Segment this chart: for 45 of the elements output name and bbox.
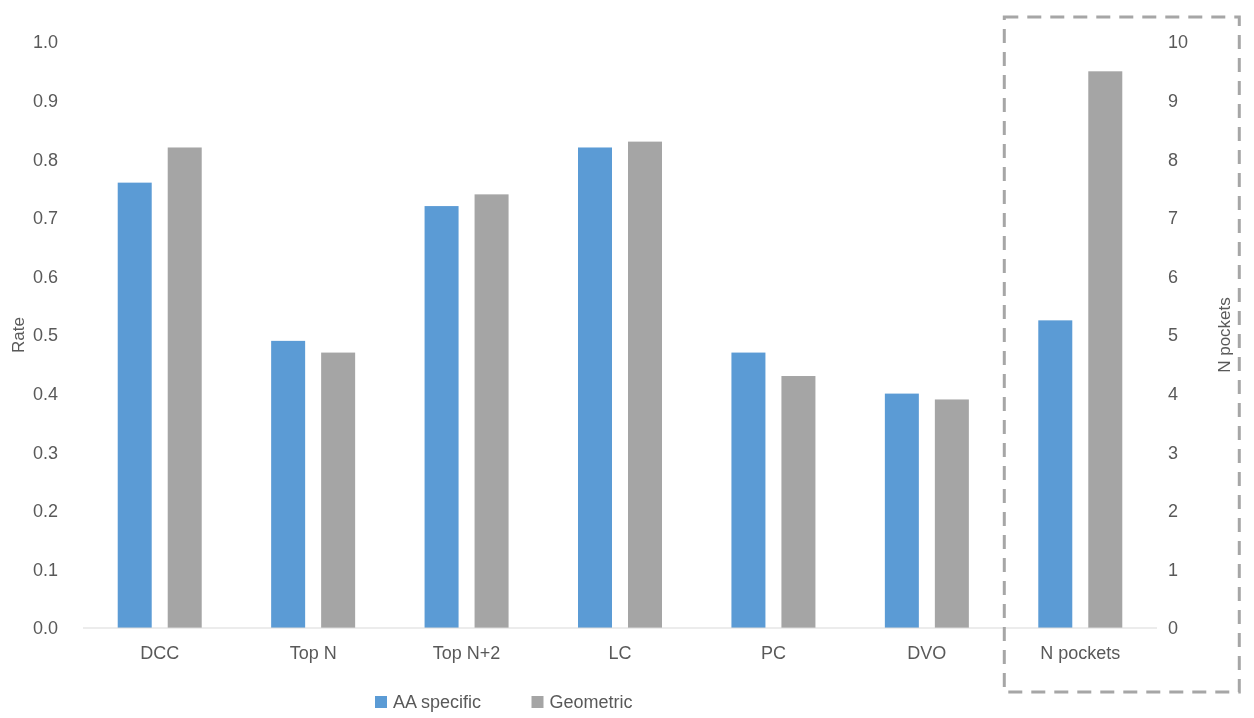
x-tick-label: DVO — [907, 643, 947, 663]
y2-tick-label: 4 — [1168, 383, 1179, 404]
bar — [167, 147, 202, 628]
y2-tick-label: 7 — [1168, 208, 1179, 229]
x-tick-label: Top N — [289, 643, 337, 663]
x-tick-label: N pockets — [1040, 643, 1121, 663]
bar — [781, 376, 816, 628]
y-axis-title: Rate — [9, 317, 28, 353]
y-tick-label: 0.5 — [32, 325, 58, 346]
bar — [271, 340, 306, 628]
y-tick-label: 0.6 — [32, 266, 58, 287]
y-tick-label: 1.0 — [32, 32, 58, 53]
legend-label: Geometric — [549, 692, 633, 712]
y2-tick-label: 5 — [1168, 325, 1179, 346]
y2-tick-label: 8 — [1168, 149, 1179, 170]
y2-tick-label: 0 — [1168, 618, 1179, 639]
y-tick-label: 0.1 — [32, 559, 58, 580]
x-tick-label: LC — [608, 643, 632, 663]
y-tick-label: 0.7 — [32, 208, 58, 229]
y-tick-label: 0.9 — [32, 90, 58, 111]
bar — [474, 194, 509, 628]
y-tick-label: 0.4 — [32, 383, 58, 404]
y-tick-label: 0.3 — [32, 442, 58, 463]
x-tick-label: DCC — [140, 643, 180, 663]
y-tick-label: 0.0 — [32, 618, 58, 639]
y2-tick-label: 6 — [1168, 266, 1179, 287]
bar — [321, 352, 356, 628]
y-tick-label: 0.2 — [32, 501, 58, 522]
y2-tick-label: 9 — [1168, 90, 1179, 111]
y2-tick-label: 3 — [1168, 442, 1179, 463]
bar — [628, 141, 662, 628]
bar — [424, 206, 459, 628]
y2-tick-label: 10 — [1168, 32, 1189, 53]
y2-axis-title: N pockets — [1215, 297, 1234, 373]
bar — [117, 182, 152, 628]
x-tick-label: PC — [760, 643, 786, 663]
bar — [934, 399, 969, 628]
bar — [578, 147, 612, 628]
y2-tick-label: 2 — [1168, 501, 1179, 522]
legend-label: AA specific — [393, 692, 482, 712]
x-tick-label: Top N+2 — [432, 643, 501, 663]
y-tick-label: 0.8 — [32, 149, 58, 170]
bar — [884, 393, 919, 628]
y2-tick-label: 1 — [1168, 559, 1179, 580]
bar — [731, 352, 766, 628]
